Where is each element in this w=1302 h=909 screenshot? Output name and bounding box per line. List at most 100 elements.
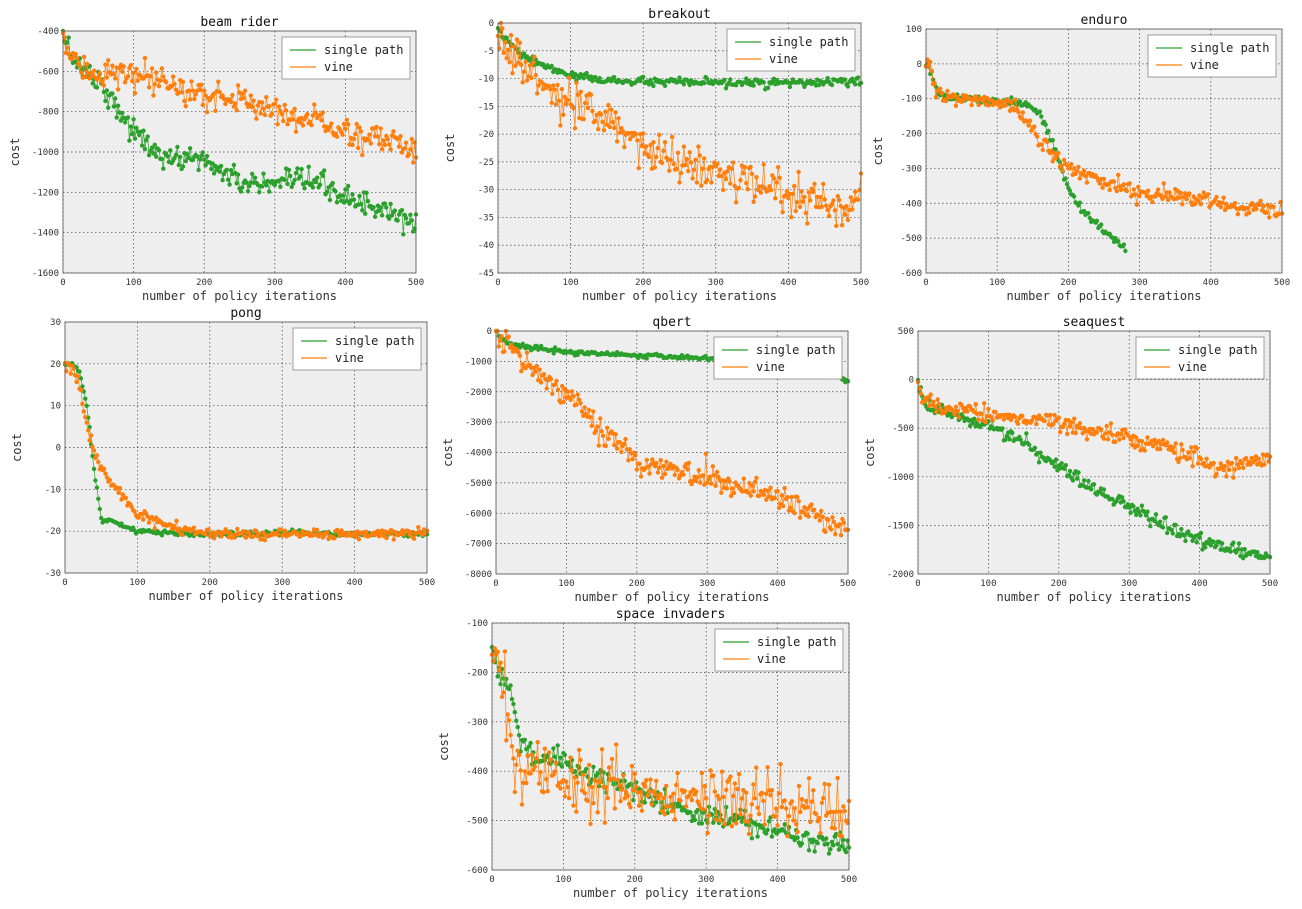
- space-invaders-data-point: [595, 771, 600, 776]
- beam-rider-data-point: [159, 66, 164, 71]
- seaquest-data-point: [918, 391, 923, 396]
- beam-rider-data-point: [79, 70, 84, 75]
- space-invaders-data-point: [781, 828, 786, 833]
- qbert-data-point: [576, 397, 582, 402]
- space-invaders-data-point: [548, 757, 553, 762]
- pong-data-point: [332, 536, 337, 541]
- space-invaders-data-point: [672, 817, 677, 822]
- qbert-data-point: [569, 389, 575, 394]
- beam-rider-data-point: [73, 51, 78, 57]
- breakout-data-point: [835, 194, 840, 199]
- beam-rider-data-point: [161, 74, 166, 79]
- beam-rider-data-point: [350, 192, 355, 197]
- seaquest-data-point: [1015, 421, 1021, 426]
- seaquest-data-point: [1127, 505, 1132, 510]
- qbert-data-point: [819, 508, 824, 514]
- seaquest-data-point: [1142, 448, 1147, 453]
- seaquest-data-point: [1241, 556, 1246, 561]
- pong-data-point: [78, 387, 84, 393]
- space-invaders-data-point: [506, 718, 512, 723]
- space-invaders-data-point: [568, 755, 573, 760]
- breakout-data-point: [773, 196, 778, 201]
- qbert-y-tick-label: -5000: [465, 479, 492, 489]
- breakout-data-point: [728, 77, 733, 82]
- breakout-data-point: [857, 187, 862, 193]
- seaquest-data-point: [1173, 441, 1178, 446]
- breakout-data-point: [612, 125, 617, 131]
- qbert-data-point: [498, 338, 503, 343]
- space-invaders-data-point: [766, 819, 772, 824]
- beam-rider-data-point: [245, 189, 251, 194]
- beam-rider-data-point: [267, 104, 272, 109]
- beam-rider-data-point: [74, 56, 80, 61]
- beam-rider-data-point: [127, 138, 132, 143]
- space-invaders-data-point: [515, 724, 520, 730]
- space-invaders-data-point: [575, 780, 580, 785]
- enduro-y-axis-label: cost: [871, 137, 885, 166]
- qbert-data-point: [617, 440, 623, 445]
- seaquest-data-point: [1145, 509, 1150, 514]
- enduro-data-point: [1205, 192, 1211, 197]
- beam-rider-data-point: [289, 184, 294, 190]
- beam-rider-data-point: [240, 91, 245, 97]
- seaquest-data-point: [928, 392, 933, 397]
- beam-rider-data-point: [409, 218, 414, 223]
- space-invaders-data-point: [562, 752, 567, 758]
- beam-rider-data-point: [114, 115, 119, 120]
- pong-data-point: [154, 515, 159, 520]
- beam-rider-data-point: [158, 78, 163, 83]
- breakout-data-point: [704, 177, 710, 183]
- space-invaders-data-point: [634, 784, 639, 790]
- qbert-data-point: [800, 509, 806, 515]
- seaquest-data-point: [1058, 429, 1063, 435]
- beam-rider-data-point: [364, 190, 369, 195]
- seaquest-data-point: [1232, 467, 1238, 472]
- beam-rider-legend-label: single path: [324, 43, 403, 57]
- qbert-data-point: [496, 344, 501, 349]
- breakout-data-point: [606, 102, 611, 108]
- enduro-data-point: [1121, 182, 1127, 187]
- pong-x-tick-label: 500: [419, 578, 435, 588]
- breakout-data-point: [514, 37, 520, 42]
- space-invaders-data-point: [716, 796, 722, 802]
- seaquest-data-point: [1222, 464, 1228, 469]
- space-invaders-data-point: [731, 793, 736, 799]
- enduro-data-point: [1081, 168, 1087, 173]
- qbert-data-point: [499, 334, 504, 339]
- beam-rider-data-point: [173, 152, 179, 158]
- qbert-data-point: [776, 505, 782, 510]
- qbert-data-point: [552, 382, 558, 387]
- seaquest-data-point: [1091, 482, 1097, 487]
- seaquest-data-point: [1051, 421, 1056, 427]
- beam-rider-data-point: [403, 140, 409, 145]
- beam-rider-y-tick-label: -1400: [32, 229, 59, 239]
- seaquest-data-point: [1084, 437, 1090, 442]
- seaquest-data-point: [1103, 431, 1108, 436]
- beam-rider-legend-label: vine: [324, 60, 353, 74]
- seaquest-data-point: [1128, 437, 1133, 442]
- beam-rider-data-point: [183, 158, 188, 164]
- qbert-data-point: [745, 490, 751, 495]
- breakout-data-point: [564, 101, 569, 107]
- space-invaders-data-point: [739, 796, 745, 801]
- beam-rider-data-point: [406, 152, 412, 157]
- space-invaders-data-point: [546, 750, 552, 755]
- breakout-data-point: [831, 198, 836, 203]
- qbert-data-point: [698, 480, 703, 485]
- beam-rider-data-point: [381, 138, 386, 143]
- enduro-data-point: [1192, 201, 1198, 207]
- pong-data-point: [91, 466, 97, 472]
- qbert-data-point: [548, 376, 554, 382]
- enduro-data-point: [1257, 202, 1262, 208]
- qbert-data-point: [544, 386, 549, 391]
- beam-rider-data-point: [378, 126, 383, 131]
- beam-rider-data-point: [315, 175, 320, 180]
- beam-rider-data-point: [282, 102, 287, 108]
- breakout-data-point: [598, 112, 604, 117]
- space-invaders-data-point: [805, 805, 810, 810]
- enduro-data-point: [976, 102, 981, 108]
- beam-rider-data-point: [387, 216, 392, 221]
- breakout-data-point: [558, 123, 563, 128]
- enduro-data-point: [1009, 95, 1014, 100]
- breakout-title: breakout: [648, 7, 711, 22]
